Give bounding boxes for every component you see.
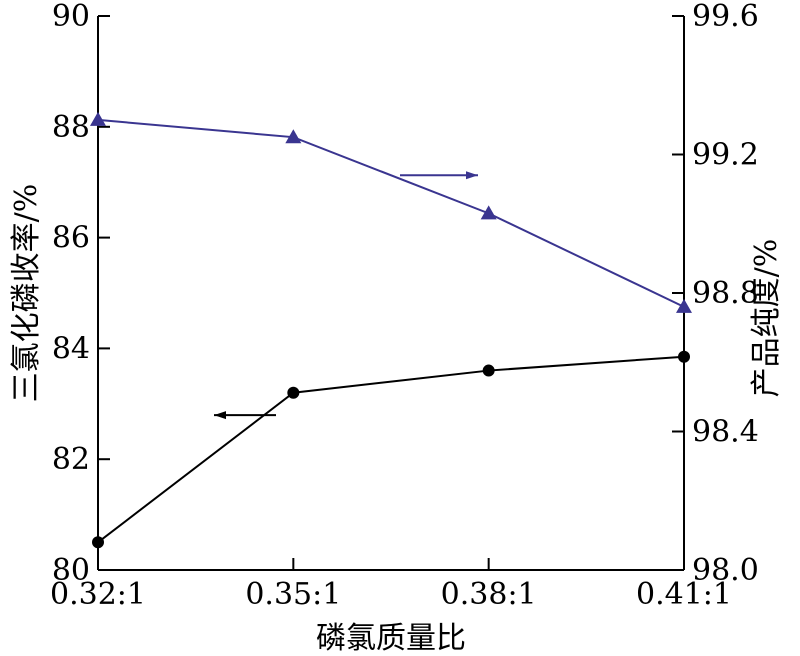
left-tick-label: 84 (52, 331, 90, 366)
series-1-point (92, 536, 104, 549)
series (90, 111, 692, 549)
axes (97, 16, 685, 571)
left-tick-label: 90 (52, 0, 90, 34)
series-2-line (97, 118, 685, 308)
right-tick-label: 98.0 (692, 553, 759, 588)
x-tick-label: 0.41:1 (636, 577, 732, 612)
series-1-point (482, 364, 495, 377)
ticks: 80 82 84 86 88 90 98.0 98.4 98.8 99.2 99.6 0.32:1 0.… (50, 0, 759, 612)
series-1-point (287, 386, 300, 399)
right-axis-indicator-arrow-head (466, 171, 478, 180)
x-axis-title: 磷氯质量比 (316, 621, 466, 656)
left-axis-title: 三氯化磷收率/% (9, 184, 44, 403)
left-tick-label: 86 (52, 221, 90, 256)
left-tick-label: 80 (52, 553, 90, 588)
x-tick-label: 0.35:1 (245, 577, 341, 612)
right-axis-title: 产品纯度/% (749, 239, 784, 398)
left-tick-label: 82 (52, 442, 90, 477)
left-tick-label: 88 (52, 110, 90, 145)
series-2-point (285, 129, 302, 144)
right-tick-label: 99.6 (692, 0, 759, 34)
left-axis-indicator-arrow-head (214, 411, 226, 420)
right-tick-label: 99.2 (692, 138, 759, 173)
x-tick-label: 0.38:1 (441, 577, 537, 612)
right-tick-label: 98.4 (692, 415, 759, 450)
x-tick-label: 0.32:1 (50, 577, 146, 612)
right-tick-label: 98.8 (692, 276, 759, 311)
axis-indicator-arrows (214, 171, 478, 420)
series-2-point (90, 111, 106, 126)
series-1-point (678, 350, 690, 363)
series-2-point (480, 205, 497, 220)
series-2-point (676, 298, 692, 313)
series-1-line (97, 355, 685, 544)
